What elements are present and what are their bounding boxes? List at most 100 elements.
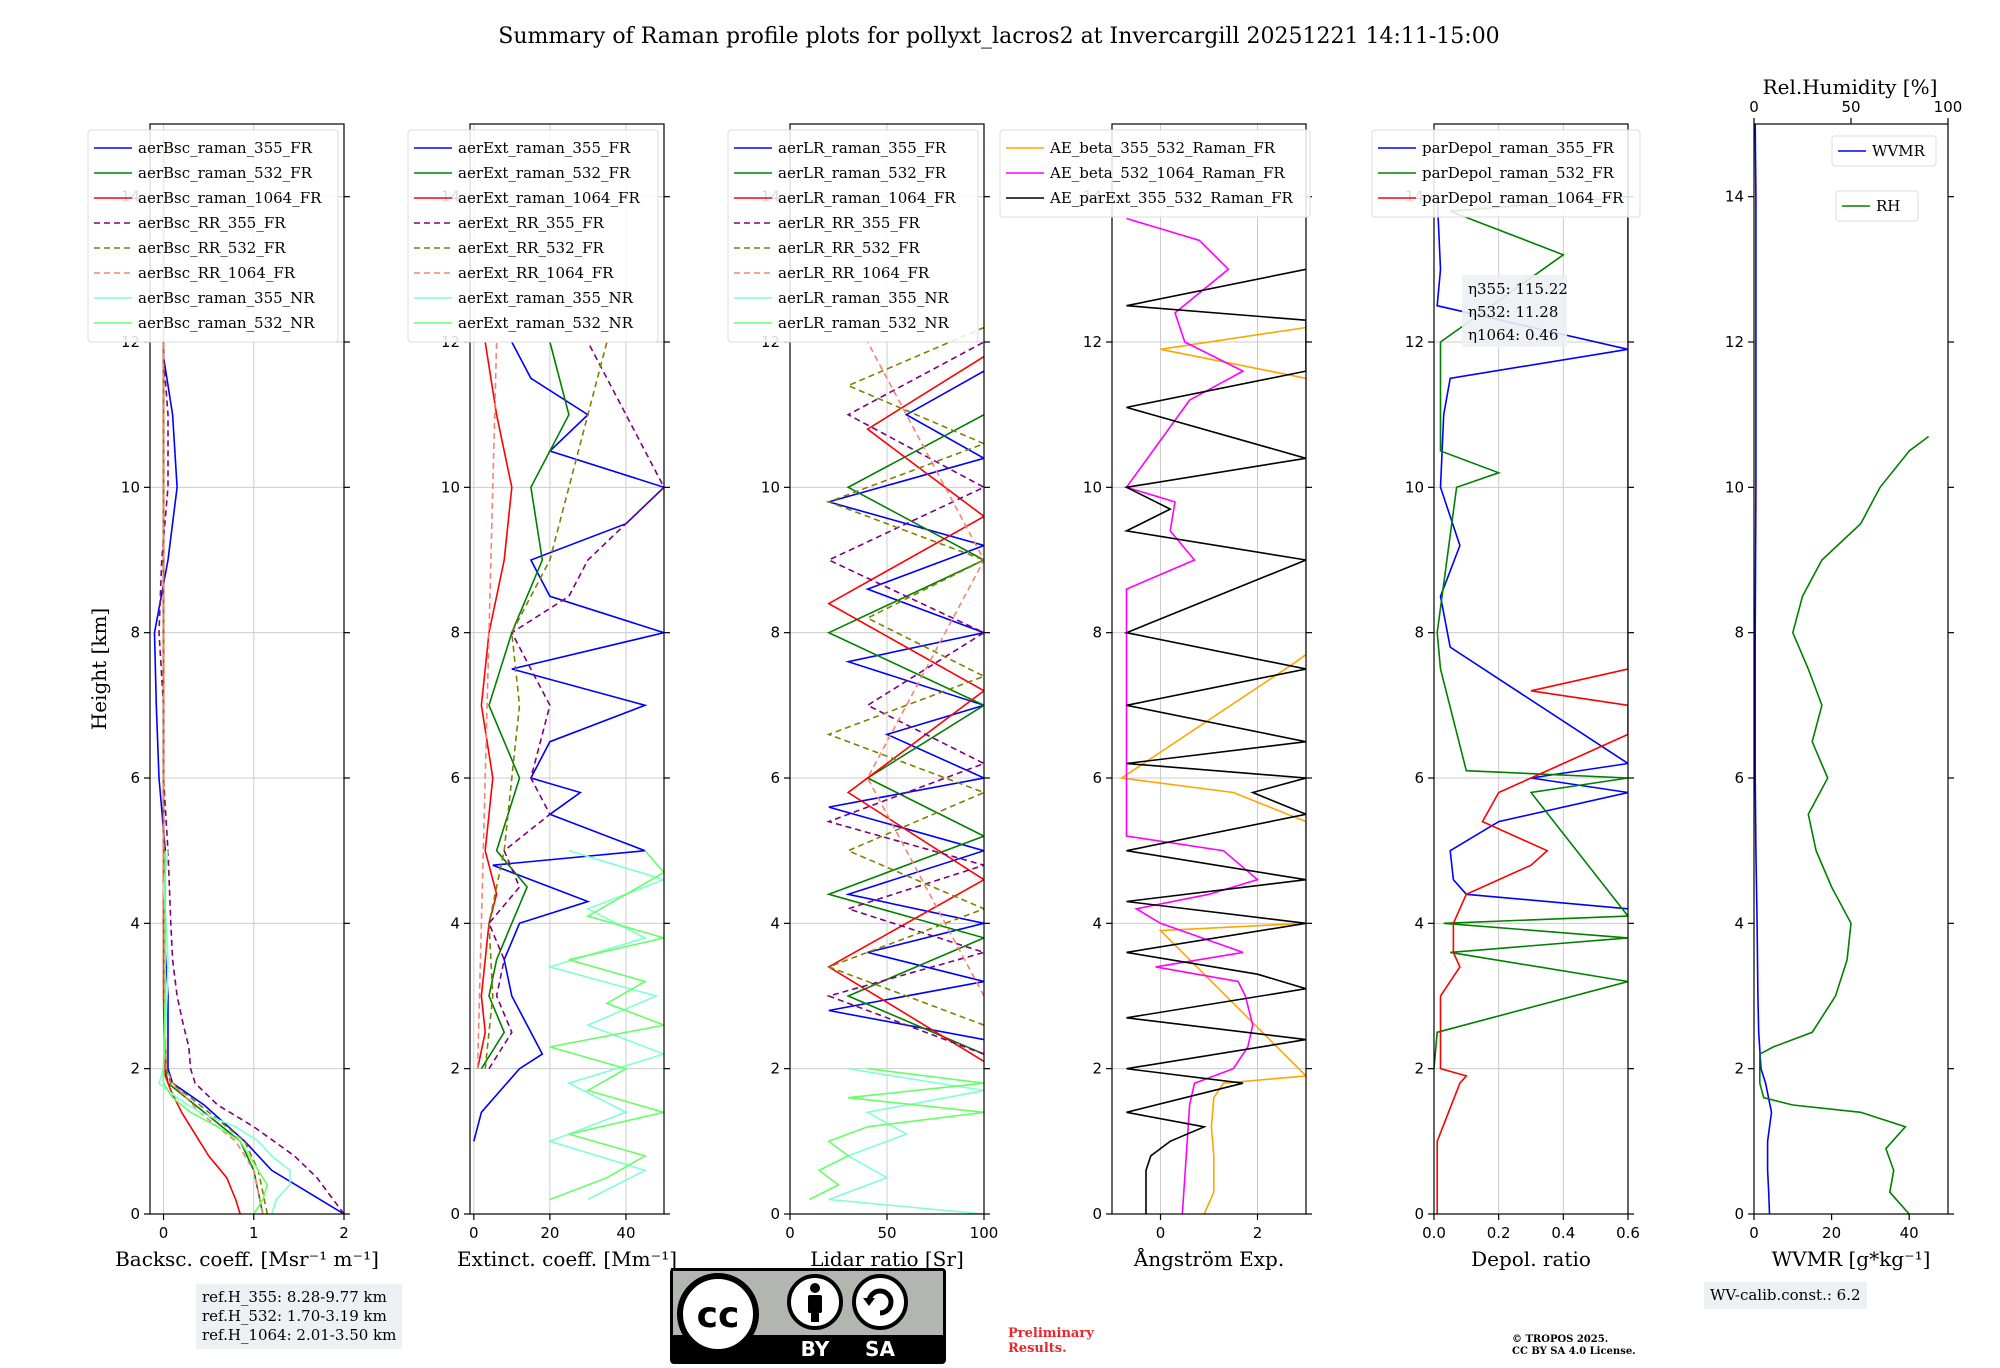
series-aerExt_RR_532_FR [484, 341, 608, 1069]
legend-label-AE_beta_355_532_Raman_FR: AE_beta_355_532_Raman_FR [1049, 139, 1276, 157]
ytick-label: 8 [770, 624, 780, 642]
ytick-label: 12 [1405, 333, 1424, 351]
wv-series [1754, 124, 1930, 1214]
legend-label-aerBsc_raman_355_NR: aerBsc_raman_355_NR [138, 289, 315, 307]
ytick-label: 4 [130, 914, 140, 932]
ytick-label: 0 [130, 1205, 140, 1223]
series-aerExt_raman_1064_FR [476, 341, 513, 1069]
legend-label-aerBsc_raman_532_FR: aerBsc_raman_532_FR [138, 164, 313, 182]
panel-depol: 0.00.20.40.602468101214Depol. ratioparDe… [1371, 123, 1641, 1271]
ae-legend-box [999, 129, 1311, 218]
ytick-label: 0 [770, 1205, 780, 1223]
ref-h-1064: ref.H_1064: 2.01-3.50 km [202, 1326, 397, 1344]
xtick-label: 1 [249, 1224, 259, 1242]
rh-axis-label: Rel.Humidity [%] [1763, 75, 1938, 99]
legend-label-aerBsc_raman_532_NR: aerBsc_raman_532_NR [138, 314, 315, 332]
xtick-label: 0 [159, 1224, 169, 1242]
legend-label-aerLR_raman_532_FR: aerLR_raman_532_FR [778, 164, 947, 182]
panel-ae: 0202468101214Ångström Exp.AE_beta_355_53… [999, 123, 1312, 1271]
copyright-line-1: © TROPOS 2025. [1512, 1334, 1609, 1345]
series-WVMR [1754, 124, 1773, 1214]
ref-heights-box: ref.H_355: 8.28-9.77 km ref.H_532: 1.70-… [196, 1284, 403, 1349]
ytick-label: 6 [770, 769, 780, 787]
ytick-label: 6 [1414, 769, 1424, 787]
ytick-label: 0 [450, 1205, 460, 1223]
legend-label-aerExt_raman_355_NR: aerExt_raman_355_NR [458, 289, 634, 307]
eta-box: η355: 115.22 η532: 11.28 η1064: 0.46 [1462, 275, 1568, 347]
xtick-label: 50 [877, 1224, 896, 1242]
ytick-label: 10 [121, 478, 140, 496]
lr-legend: aerLR_raman_355_FR aerLR_raman_532_FR aerL… [727, 129, 979, 343]
series-aerBsc_RR_1064_FR [162, 138, 264, 1214]
legend-label-aerExt_raman_532_NR: aerExt_raman_532_NR [458, 314, 634, 332]
xtick-label: 0 [1156, 1224, 1166, 1242]
wv-calib-text: WV-calib.const.: 6.2 [1710, 1286, 1861, 1304]
by-label: BY [801, 1337, 830, 1361]
ytick-label: 12 [1083, 333, 1102, 351]
lr-xlabel: Lidar ratio [Sr] [810, 1247, 964, 1271]
legend-label-aerBsc_RR_355_FR: aerBsc_RR_355_FR [138, 214, 286, 232]
xtick-label: 40 [1900, 1224, 1919, 1242]
ytick-label: 4 [450, 914, 460, 932]
legend-label-aerBsc_raman_355_FR: aerBsc_raman_355_FR [138, 139, 313, 157]
bsc-legend: aerBsc_raman_355_FR aerBsc_raman_532_FRae… [87, 129, 339, 343]
ae-legend: AE_beta_355_532_Raman_FR AE_beta_532_1064… [999, 129, 1311, 218]
legend-label-aerExt_RR_532_FR: aerExt_RR_532_FR [458, 239, 605, 257]
legend-label-parDepol_raman_355_FR: parDepol_raman_355_FR [1422, 139, 1615, 157]
eta-532: η532: 11.28 [1468, 303, 1558, 321]
series-aerLR_raman_355_NR [828, 1067, 984, 1214]
xtick-label: 0.2 [1487, 1224, 1511, 1242]
depol-legend-box [1371, 129, 1641, 218]
ytick-label: 2 [1092, 1060, 1102, 1078]
ytick-label: 10 [1083, 478, 1102, 496]
legend-label-parDepol_raman_1064_FR: parDepol_raman_1064_FR [1422, 189, 1624, 207]
series-aerExt_raman_532_NR [549, 850, 664, 1201]
panel-wv: 0 20 40 0 2 4 6 8 10 12 14 0 50 100 WVMR [g*kg⁻¹] WVMR R… [1725, 98, 1962, 1271]
ytick-label: 0 [1734, 1205, 1744, 1223]
preliminary-note: Preliminary Results. [1008, 1326, 1094, 1356]
preliminary-line-1: Preliminary [1008, 1326, 1094, 1341]
xtick-label: 0 [469, 1224, 479, 1242]
ext-series [473, 341, 664, 1201]
legend-label-aerExt_RR_1064_FR: aerExt_RR_1064_FR [458, 264, 614, 282]
ytick-label: 14 [1725, 188, 1744, 206]
xtick-label: 0.6 [1616, 1224, 1640, 1242]
panel-ext: 0204002468101214Extinct. coeff. [Mm⁻¹]ae… [407, 123, 677, 1271]
series-aerBsc_raman_355_NR [158, 850, 291, 1214]
series-aerExt_RR_1064_FR [476, 341, 498, 1069]
ext-legend: aerExt_raman_355_FR aerExt_raman_532_FRae… [407, 129, 659, 343]
panel-bsc: 01202468101214Backsc. coeff. [Msr⁻¹ m⁻¹]… [87, 123, 379, 1271]
series-aerExt_raman_355_FR [473, 341, 664, 1142]
series-parDepol_raman_1064_FR [1436, 131, 1628, 1214]
wv-calib-box: WV-calib.const.: 6.2 [1704, 1282, 1867, 1309]
depol-legend: parDepol_raman_355_FR parDepol_raman_532_… [1371, 129, 1641, 218]
ytick-label: 4 [1414, 914, 1424, 932]
lr-series [809, 326, 984, 1214]
legend-label-aerLR_RR_532_FR: aerLR_RR_532_FR [778, 239, 920, 257]
ytick-label: 2 [450, 1060, 460, 1078]
series-aerExt_RR_355_FR [488, 341, 664, 1070]
ae-series [1119, 217, 1306, 1214]
bsc-legend-box [87, 129, 339, 343]
ext-frame [469, 123, 665, 1215]
wv-legend: WVMR RH [1831, 135, 1937, 222]
legend-label-aerLR_raman_532_NR: aerLR_raman_532_NR [778, 314, 949, 332]
bsc-xlabel: Backsc. coeff. [Msr⁻¹ m⁻¹] [115, 1247, 379, 1271]
ytick-label: 10 [1405, 478, 1424, 496]
y-axis-label: Height [km] [87, 608, 111, 730]
lr-legend-box [727, 129, 979, 343]
legend-label-AE_parExt_355_532_Raman_FR: AE_parExt_355_532_Raman_FR [1049, 189, 1294, 207]
ref-h-532: ref.H_532: 1.70-3.19 km [202, 1307, 387, 1325]
cc-text: cc [697, 1295, 740, 1336]
legend-label-aerExt_raman_355_FR: aerExt_raman_355_FR [458, 139, 631, 157]
wv-frame [1753, 123, 1949, 1215]
depol-series [1434, 131, 1628, 1214]
legend-box-RH [1835, 190, 1919, 222]
series-AE_parExt_355_532_Raman_FR [1123, 268, 1306, 1214]
legend-label-aerLR_raman_355_FR: aerLR_raman_355_FR [778, 139, 947, 157]
wv-xlabel: WVMR [g*kg⁻¹] [1772, 1247, 1931, 1271]
panel-lr: 05010002468101214Lidar ratio [Sr]aerLR_r… [727, 123, 998, 1271]
eta-1064: η1064: 0.46 [1468, 326, 1558, 344]
series-parDepol_raman_355_FR [1436, 196, 1628, 910]
ytick-label: 6 [1092, 769, 1102, 787]
